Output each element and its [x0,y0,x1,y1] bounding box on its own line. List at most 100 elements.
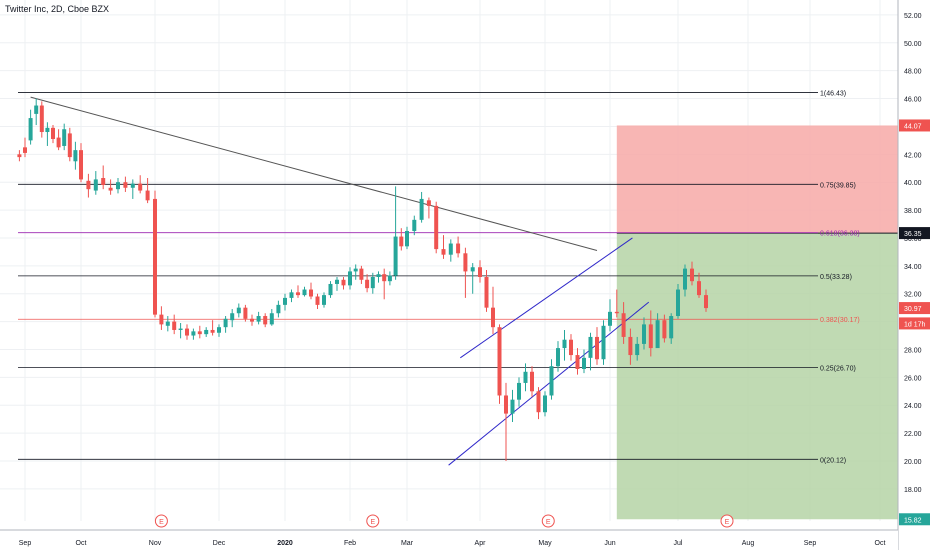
candle-body [243,307,248,319]
time-tick-label: Nov [149,540,162,547]
earnings-marker-label: E [370,519,375,526]
price-badge-label: 15.82 [904,517,922,524]
candle-body [569,339,573,356]
candle-body [315,296,320,305]
price-tick-label: 32.00 [904,292,922,299]
fibonacci-levels: 1(46.43) 0.75(39.85) 0.618(36.38) 0.5(33.28… [18,91,860,464]
time-tick-label: Sep [19,540,32,547]
price-tick-label: 50.00 [904,41,922,48]
candle-body [382,274,387,282]
fib-level-label: 0.75(39.85) [820,182,856,189]
candle-body [178,328,183,330]
candle-body [575,355,580,369]
price-axis[interactable]: 18.0020.0022.0024.0026.0028.0030.0032.00… [897,0,932,550]
candle-body [328,283,333,296]
earnings-marker-icon [154,514,168,528]
candle-body [595,336,599,360]
time-tick-label: Dec [213,540,226,547]
candle-body [628,336,633,356]
candle-body [484,276,489,308]
price-axis-background [898,0,932,550]
candle-body [289,292,294,298]
time-tick-label: Feb [344,540,356,547]
candle-body [662,320,667,339]
candle-body [130,183,135,188]
time-axis[interactable]: Sep Oct Nov Dec 2020 Feb Mar Apr May Jun Jul Aug Sep… [0,529,898,550]
candle-body [269,313,274,325]
candle-body [197,331,202,335]
candle-body [204,329,209,335]
fib-level-label: 0.5(33.28) [820,274,852,281]
candle-body [655,320,660,349]
candle-body [426,200,431,206]
price-badge-label: 30.97 [904,306,922,313]
earnings-marker-label: E [546,519,551,526]
trend-lines [30,96,650,466]
candle-body [276,304,281,314]
candle-body [523,371,528,383]
candle-body [217,327,221,333]
candle-body [376,274,381,277]
candle-body [101,178,106,185]
trend-line [30,96,598,251]
candle-body [419,198,424,220]
time-axis-background [0,530,898,550]
candle-body [73,150,78,162]
fib-level-label: 0.382(30.17) [820,317,860,324]
candle-body [34,105,39,114]
candle-body [302,289,307,296]
candle-body [51,127,55,139]
candle-body [62,129,67,146]
candle-body [543,395,547,413]
price-tick-label: 24.00 [904,403,922,410]
candle-body [263,316,268,325]
price-badge-label: 36.35 [904,231,922,238]
candle-body [676,289,680,317]
time-tick-label: May [538,540,552,547]
price-tick-label: 20.00 [904,459,922,466]
earnings-marker-icon [720,514,734,528]
fib-level-label: 1(46.43) [820,91,846,98]
price-tick-label: 34.00 [904,264,922,271]
candle-body [704,295,708,309]
earnings-marker-icon [366,514,380,528]
candle-body [309,289,313,297]
candle-body [517,382,521,400]
candle-body [138,183,143,191]
price-tick-label: 38.00 [904,208,922,215]
earnings-marker-label: E [159,519,164,526]
candle-body [530,371,534,392]
candle-body [405,230,409,247]
time-tick-label: Apr [475,540,487,547]
candle-body [456,243,461,254]
candle-body [441,249,446,255]
price-badge [899,227,930,240]
candle-body [353,268,358,272]
candles [17,98,708,461]
price-tick-label: 26.00 [904,375,922,382]
candle-body [93,179,98,191]
chart-title: Twitter Inc, 2D, Cboe BZX [5,4,110,14]
candle-body [223,318,228,328]
earnings-marker-label: E [725,519,730,526]
candle-body [236,307,241,314]
candle-body [491,307,495,328]
candle-body [497,327,502,396]
candle-body [116,182,120,190]
time-tick-label: Jul [674,540,683,547]
earnings-marker-icon [541,514,555,528]
candle-body [335,279,339,284]
time-tick-label: Oct [76,540,87,547]
candle-body [393,236,398,276]
time-tick-label: Oct [875,540,886,547]
price-tick-label: 40.00 [904,180,922,187]
candle-body [39,105,44,133]
price-badge [899,302,930,315]
price-tick-label: 28.00 [904,347,922,354]
stop-loss-zone [616,125,898,234]
channel-upper-line [460,237,633,359]
candle-body [504,395,508,414]
candle-body [648,324,653,349]
candle-body [510,399,515,414]
